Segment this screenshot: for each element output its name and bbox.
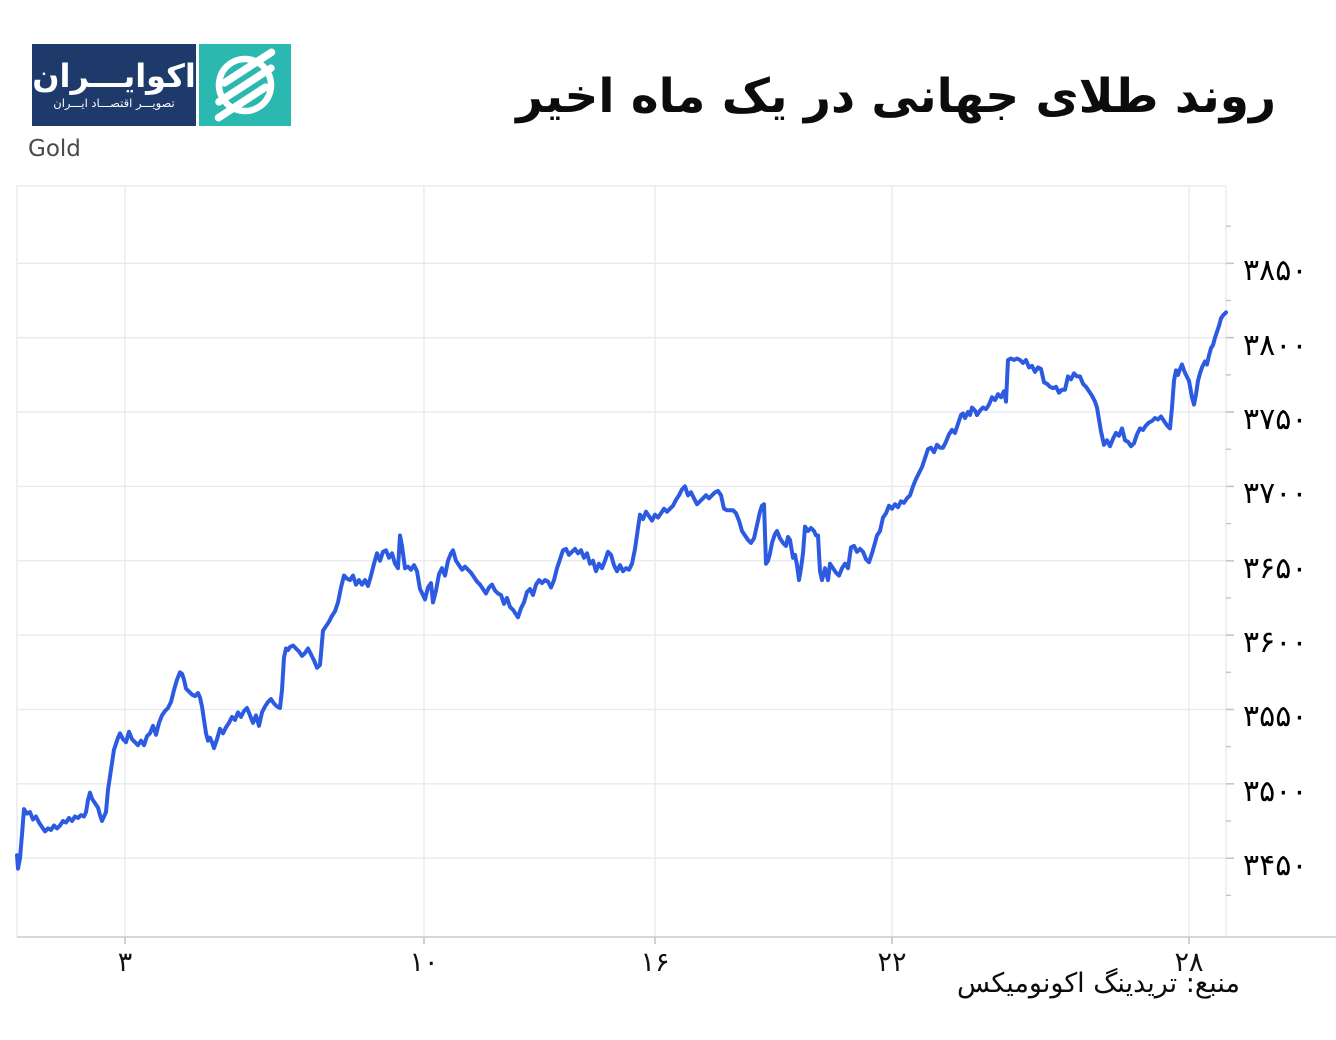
chart-title: روند طلای جهانی در یک ماه اخیر xyxy=(516,69,1276,125)
y-axis-label: ۳۵۰۰ xyxy=(1243,773,1308,809)
y-axis-label: ۳۷۰۰ xyxy=(1243,476,1308,512)
y-axis-label: ۳۸۰۰ xyxy=(1243,327,1308,363)
x-axis-label: ۱۰ xyxy=(409,947,439,978)
y-axis-label: ۳۷۵۰ xyxy=(1243,402,1308,438)
y-axis-label: ۳۶۰۰ xyxy=(1243,625,1308,661)
x-axis-label: ۲۲ xyxy=(877,947,907,978)
y-axis-label: ۳۵۵۰ xyxy=(1243,699,1308,735)
source-caption: منبع: تریدینگ اکونومیکس xyxy=(956,968,1240,999)
x-axis-label: ۲۸ xyxy=(1174,947,1204,978)
x-axis-label: ۳ xyxy=(117,947,133,978)
gold-price-series xyxy=(15,310,1228,871)
ecoiran-emblem xyxy=(199,44,291,126)
y-axis-label: ۳۴۵۰ xyxy=(1243,848,1308,884)
ecoiran-logo-name: اکوایـــران xyxy=(32,57,196,96)
y-axis-label: ۳۸۵۰ xyxy=(1243,253,1308,289)
series-label-gold: Gold xyxy=(28,136,81,162)
plot-border xyxy=(16,185,1227,938)
ecoiran-emblem-icon xyxy=(214,48,276,122)
ecoiran-logo: اکوایـــران تصویـــر اقتصـــاد ایـــران xyxy=(32,44,291,126)
ecoiran-logo-wordmark: اکوایـــران تصویـــر اقتصـــاد ایـــران xyxy=(32,44,196,126)
y-axis-label: ۳۶۵۰ xyxy=(1243,550,1308,586)
ecoiran-logo-tagline: تصویـــر اقتصـــاد ایـــران xyxy=(53,95,175,110)
x-axis-label: ۱۶ xyxy=(640,947,670,978)
